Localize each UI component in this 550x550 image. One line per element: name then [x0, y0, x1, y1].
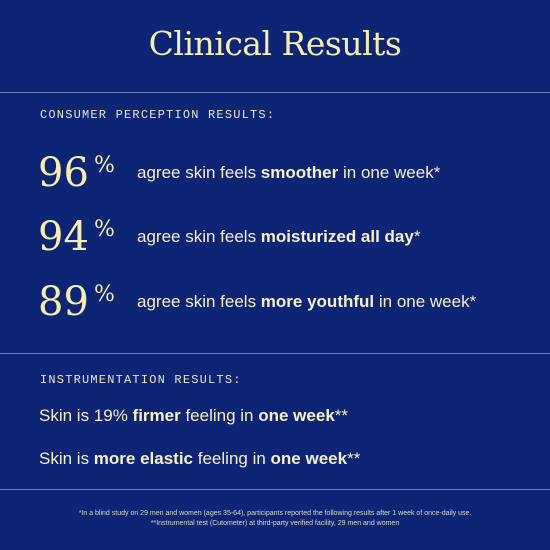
stat-number: 96 [38, 150, 89, 196]
stat-number: 94 [38, 214, 89, 260]
stat-percent-sign: % [94, 217, 115, 242]
instrumentation-result-firmer: Skin is 19% firmer feeling in one week** [39, 406, 349, 425]
page-title: Clinical Results [148, 24, 402, 63]
stat-description: agree skin feels more youthful in one we… [137, 292, 477, 311]
stat-description: agree skin feels moisturized all day* [137, 227, 421, 246]
instrumentation-section-label: INSTRUMENTATION RESULTS: [40, 373, 242, 387]
stat-percent-sign: % [94, 153, 115, 178]
stat-percent-sign: % [94, 282, 115, 307]
divider-top [0, 92, 550, 93]
stat-number: 89 [38, 279, 89, 325]
footnote-instrumental: **Instrumental test (Cutometer) at third… [150, 520, 400, 527]
footnote-consumer: *In a blind study on 29 men and women (a… [78, 510, 472, 517]
stat-description: agree skin feels smoother in one week* [137, 163, 441, 182]
divider-middle [0, 353, 550, 354]
consumer-section-label: CONSUMER PERCEPTION RESULTS: [40, 108, 276, 122]
instrumentation-result-elastic: Skin is more elastic feeling in one week… [39, 449, 361, 468]
divider-bottom [0, 489, 550, 490]
